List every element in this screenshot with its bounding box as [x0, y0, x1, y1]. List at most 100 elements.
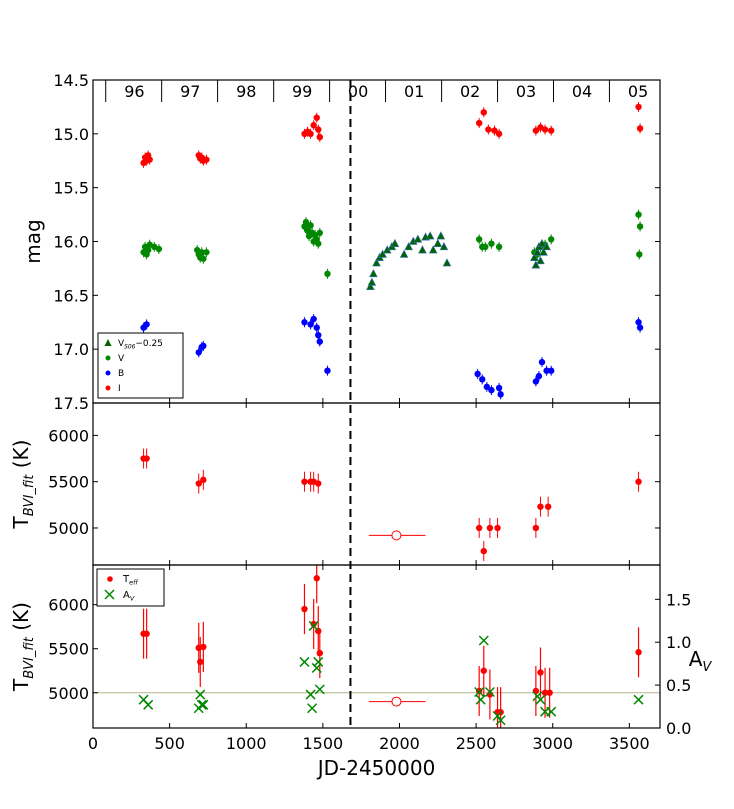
y-tick-label: 14.5: [53, 71, 89, 90]
legend-marker: [105, 370, 111, 376]
y-tick-label: 15.0: [53, 125, 89, 144]
point-i: [532, 127, 540, 134]
point-b: [538, 358, 546, 366]
point-teff: [635, 649, 642, 656]
x-tick-label: 1500: [303, 734, 344, 753]
point-tbvifit: [200, 476, 207, 484]
point-v: [302, 218, 310, 226]
point-vs06025: [530, 252, 539, 261]
point-tbvifit: [537, 503, 544, 510]
point-vs06025: [418, 245, 427, 254]
point-tbvifit: [486, 524, 494, 532]
point-vs06025: [537, 238, 547, 247]
legend-label-part: V: [118, 339, 125, 349]
x-tick-label: 0: [88, 734, 98, 753]
point-v: [324, 270, 331, 277]
legend-label: I: [118, 384, 121, 394]
y-tick-label: 6000: [48, 426, 89, 445]
point-av: [475, 694, 486, 705]
point-tbvifit: [195, 480, 202, 487]
point-v: [635, 211, 642, 218]
point-b: [532, 378, 540, 385]
point-vs06025: [433, 238, 443, 247]
point-teff: [301, 605, 308, 613]
legend-marker: [104, 339, 112, 346]
point-teff: [200, 643, 207, 651]
point-v: [475, 236, 483, 243]
point-v: [636, 251, 643, 258]
point-av: [633, 694, 644, 705]
point-b: [479, 376, 486, 383]
y-axis-label-part: T: [9, 678, 33, 692]
legend-label-sub: V: [130, 595, 135, 603]
year-label: 99: [292, 82, 312, 101]
y2-axis-label: AV​: [689, 647, 713, 675]
point-i: [307, 130, 314, 138]
point-av: [474, 686, 485, 697]
y-axis-label: TBVI_fit​ (K): [9, 602, 37, 692]
legend-label: VS06​−0.25: [118, 339, 163, 350]
point-b: [315, 331, 322, 339]
point-v: [636, 223, 644, 230]
y2-axis-label-part: A: [689, 647, 703, 671]
point-i: [313, 114, 320, 121]
point-vs06025: [436, 231, 446, 240]
point-tbvifit: [532, 524, 540, 532]
point-b: [543, 367, 550, 374]
point-av: [492, 710, 503, 722]
point-mean2000: [391, 696, 402, 707]
legend-label-part: I: [118, 384, 121, 394]
point-b: [310, 315, 317, 323]
point-i: [480, 109, 487, 116]
point-b: [495, 384, 503, 392]
x-tick-label: 3500: [609, 734, 650, 753]
point-vs06025: [367, 277, 377, 286]
point-av: [313, 656, 324, 667]
x-tick-label: 500: [154, 734, 185, 753]
point-v: [200, 255, 207, 262]
y2-tick-label: 0.0: [666, 719, 691, 738]
point-v: [316, 229, 323, 237]
point-b: [535, 372, 543, 380]
point-b: [488, 386, 495, 394]
x-axis-label: JD-2450000: [316, 756, 436, 780]
y-axis-label-part: mag: [21, 219, 45, 263]
y-tick-label: 5000: [48, 519, 89, 538]
y-axis-label: TBVI_fit​ (K): [9, 440, 37, 530]
year-label: 05: [628, 82, 648, 101]
point-vs06025: [428, 245, 438, 254]
point-i: [203, 156, 210, 163]
point-vs06025: [413, 234, 423, 243]
point-tbvifit: [143, 455, 150, 462]
legend-box: [96, 568, 165, 607]
y2-tick-label: 0.5: [666, 676, 691, 695]
legend-marker: [105, 355, 111, 361]
point-vs06025: [372, 258, 381, 267]
point-b: [143, 321, 150, 328]
point-v: [495, 243, 503, 251]
point-b: [635, 319, 642, 326]
point-v: [144, 246, 152, 254]
point-vs06025: [366, 281, 375, 291]
year-label: 04: [572, 82, 592, 101]
legend-marker: [105, 385, 111, 391]
y-tick-label: 16.5: [53, 286, 89, 305]
point-v: [488, 240, 495, 247]
point-b: [195, 349, 202, 356]
point-v: [203, 249, 210, 256]
y-tick-label: 17.5: [53, 394, 89, 413]
x-tick-label: 2500: [456, 734, 497, 753]
point-i: [485, 126, 492, 133]
y-axis-label-sub: BVI_fit: [22, 636, 37, 679]
point-vs06025: [442, 258, 452, 267]
y-axis-label: mag: [21, 219, 45, 263]
point-b: [316, 338, 323, 345]
point-vs06025: [425, 231, 435, 240]
point-teff: [313, 575, 320, 582]
point-i: [541, 126, 549, 133]
point-i: [636, 125, 644, 132]
point-b: [200, 342, 207, 350]
year-label: 97: [180, 82, 200, 101]
point-av: [484, 686, 495, 697]
point-vs06025: [539, 247, 548, 256]
